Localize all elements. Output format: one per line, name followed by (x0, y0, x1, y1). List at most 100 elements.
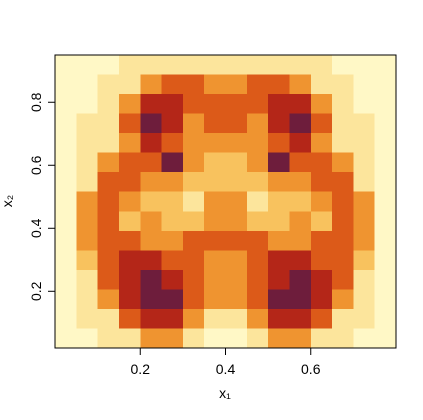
heatmap-cell (118, 74, 141, 95)
heatmap-cell (332, 94, 354, 115)
heatmap-cell (204, 211, 227, 232)
heatmap-cell (310, 269, 333, 290)
heatmap-cell (332, 289, 354, 310)
heatmap-cell (97, 172, 120, 193)
x-tick-label: 0.4 (216, 361, 236, 377)
heatmap-cell (268, 328, 291, 349)
heatmap-cell (161, 289, 184, 310)
heatmap-cell (97, 94, 120, 115)
heatmap-cell (161, 74, 184, 95)
heatmap-cell (225, 152, 248, 173)
heatmap-cell (55, 113, 77, 134)
heatmap-cell (161, 211, 184, 232)
heatmap-cell (332, 191, 354, 212)
heatmap-cell (310, 308, 333, 330)
heatmap-cell (76, 152, 99, 173)
heatmap-cell (97, 328, 120, 349)
heatmap-cell (246, 211, 269, 232)
heatmap-cell (353, 250, 376, 271)
heatmap-cell (225, 269, 248, 290)
heatmap-cell (353, 74, 376, 95)
heatmap-cell (353, 269, 376, 290)
heatmap-cell (140, 113, 163, 134)
heatmap-cell (55, 211, 77, 232)
heatmap-cell (97, 133, 120, 154)
heatmap-cell (246, 55, 269, 76)
heatmap-cell (161, 55, 184, 76)
heatmap-cell (374, 230, 397, 251)
heatmap-cell (140, 250, 163, 271)
heatmap-cell (374, 191, 397, 212)
heatmap-cell (353, 230, 376, 251)
heatmap-cell (97, 74, 120, 95)
heatmap-cell (310, 113, 333, 134)
heatmap-cell (268, 250, 291, 271)
heatmap-cell (182, 152, 205, 173)
heatmap-cell (182, 308, 205, 330)
y-axis-label: x₂ (0, 195, 15, 207)
heatmap-cell (182, 55, 205, 76)
heatmap-cell (97, 269, 120, 290)
heatmap-cell (204, 250, 227, 271)
heatmap-cell (140, 230, 163, 251)
heatmap-cell (310, 55, 333, 76)
heatmap-cell (97, 230, 120, 251)
heatmap-cell (289, 230, 312, 251)
heatmap-cell (182, 289, 205, 310)
heatmap-cell (310, 172, 333, 193)
y-tick-label: 0.8 (28, 92, 44, 112)
heatmap-cell (225, 230, 248, 251)
heatmap-cell (140, 152, 163, 173)
heatmap-cell (332, 211, 354, 232)
heatmap-cell (225, 113, 248, 134)
heatmap-cell (204, 74, 227, 95)
heatmap-cell (140, 172, 163, 193)
heatmap-cell (118, 113, 141, 134)
heatmap-cell (225, 289, 248, 310)
heatmap-cell (353, 191, 376, 212)
heatmap-cell (289, 74, 312, 95)
heatmap-cell (76, 55, 99, 76)
heatmap-cell (204, 55, 227, 76)
heatmap-cell (353, 55, 376, 76)
heatmap-cell (161, 230, 184, 251)
heatmap-cell (161, 133, 184, 154)
heatmap-cell (289, 211, 312, 232)
heatmap-cell (76, 308, 99, 330)
heatmap-cell (140, 94, 163, 115)
heatmap-cell (225, 94, 248, 115)
heatmap-cell (161, 308, 184, 330)
heatmap-cell (268, 172, 291, 193)
heatmap-cell (182, 74, 205, 95)
heatmap-cell (225, 250, 248, 271)
heatmap-cell (310, 74, 333, 95)
heatmap-cell (225, 74, 248, 95)
heatmap-cell (140, 191, 163, 212)
heatmap-cell (225, 308, 248, 330)
y-tick-label: 0.6 (28, 155, 44, 175)
heatmap-cell (353, 113, 376, 134)
heatmap-cell (55, 289, 77, 310)
heatmap-cell (246, 94, 269, 115)
heatmap-cell (353, 94, 376, 115)
heatmap-cell (118, 308, 141, 330)
heatmap-cell (161, 269, 184, 290)
heatmap-cell (118, 172, 141, 193)
heatmap-cell (374, 328, 397, 349)
heatmap-cell (374, 172, 397, 193)
heatmap-cell (246, 230, 269, 251)
heatmap-cell (55, 250, 77, 271)
heatmap-cell (289, 250, 312, 271)
heatmap-cell (268, 94, 291, 115)
heatmap-cells (55, 55, 397, 349)
heatmap-cell (118, 152, 141, 173)
heatmap-cell (353, 152, 376, 173)
heatmap-cell (332, 250, 354, 271)
heatmap-cell (118, 250, 141, 271)
heatmap-cell (118, 55, 141, 76)
heatmap-cell (374, 289, 397, 310)
heatmap-cell (289, 152, 312, 173)
heatmap-cell (268, 289, 291, 310)
heatmap-cell (332, 172, 354, 193)
heatmap-cell (182, 269, 205, 290)
